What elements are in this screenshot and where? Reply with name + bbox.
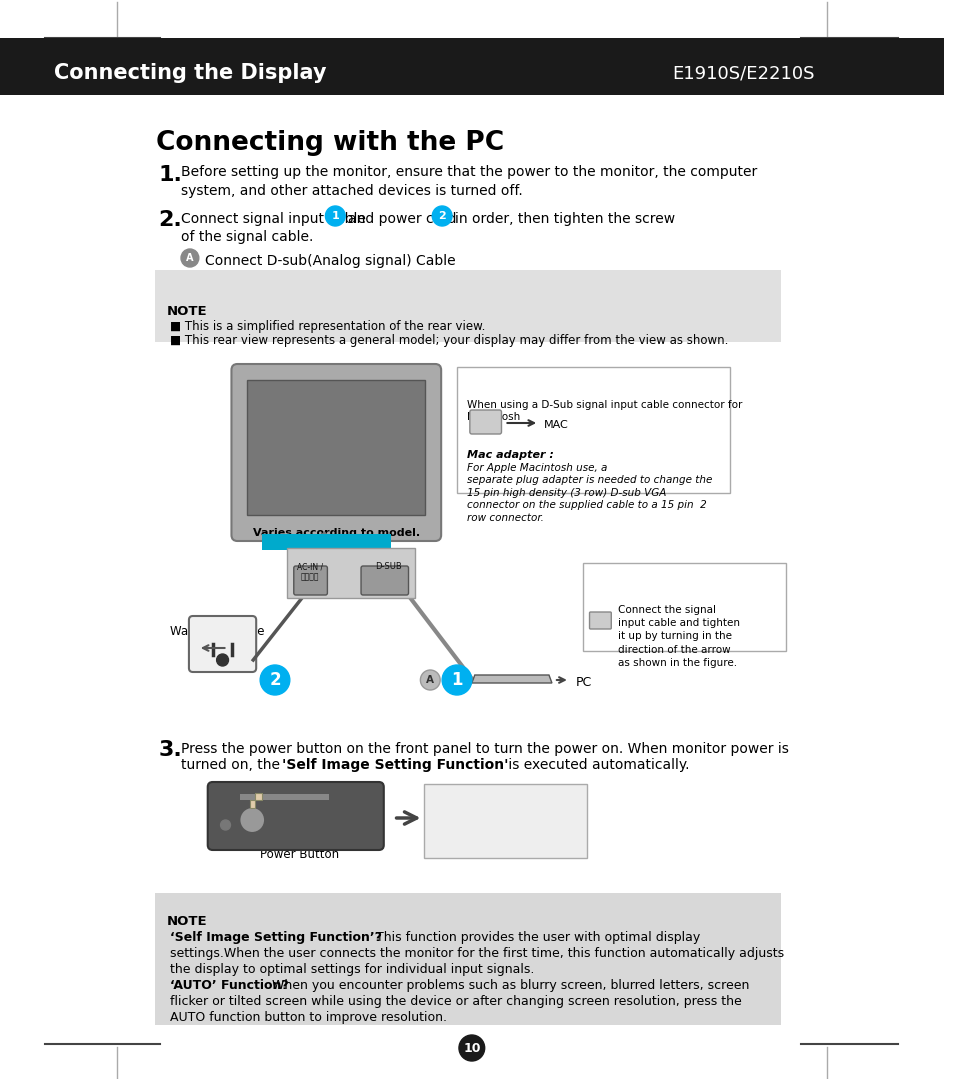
Text: ‘AUTO’ Function?: ‘AUTO’ Function? (170, 979, 289, 992)
Circle shape (220, 820, 231, 830)
Text: ‘Self Image Setting Function’?: ‘Self Image Setting Function’? (170, 931, 382, 944)
Text: This function provides the user with optimal display: This function provides the user with opt… (372, 931, 700, 944)
Text: 1.: 1. (158, 165, 182, 185)
Polygon shape (472, 675, 552, 683)
Circle shape (239, 807, 265, 833)
Text: Wall-outlet type: Wall-outlet type (170, 625, 264, 638)
Text: in order, then tighten the screw: in order, then tighten the screw (455, 211, 675, 226)
Text: settings.When the user connects the monitor for the first time, this function au: settings.When the user connects the moni… (170, 947, 783, 960)
Text: Before setting up the monitor, ensure that the power to the monitor, the compute: Before setting up the monitor, ensure th… (181, 165, 757, 199)
FancyBboxPatch shape (424, 784, 586, 858)
Text: AC-IN /
电源输入: AC-IN / 电源输入 (296, 562, 322, 582)
FancyBboxPatch shape (456, 367, 729, 493)
Text: PROCESSING SELF
IMAGE SETTING: PROCESSING SELF IMAGE SETTING (454, 811, 557, 839)
FancyBboxPatch shape (0, 38, 943, 95)
Text: and power cord: and power cord (348, 211, 456, 226)
FancyBboxPatch shape (589, 612, 611, 629)
Text: E1910S/E2210S: E1910S/E2210S (672, 64, 814, 82)
Circle shape (432, 206, 452, 226)
FancyBboxPatch shape (470, 410, 501, 434)
Text: is executed automatically.: is executed automatically. (504, 759, 689, 771)
Text: PC: PC (575, 677, 591, 689)
FancyBboxPatch shape (582, 563, 785, 651)
Text: 1: 1 (331, 211, 339, 221)
FancyBboxPatch shape (247, 380, 425, 515)
Text: 'Self Image Setting Function': 'Self Image Setting Function' (282, 759, 508, 771)
Text: Varies according to model.: Varies according to model. (253, 528, 419, 538)
Text: A: A (186, 252, 193, 263)
Circle shape (458, 1035, 484, 1061)
Text: ■ This rear view represents a general model; your display may differ from the vi: ■ This rear view represents a general mo… (170, 334, 728, 347)
FancyBboxPatch shape (189, 616, 256, 672)
FancyBboxPatch shape (208, 782, 383, 850)
FancyBboxPatch shape (240, 794, 329, 800)
Text: AUTO function button to improve resolution.: AUTO function button to improve resoluti… (170, 1011, 447, 1024)
Text: When using a D-Sub signal input cable connector for
Macintosh: When using a D-Sub signal input cable co… (466, 400, 741, 422)
Text: 2: 2 (437, 211, 446, 221)
Text: ■ This is a simplified representation of the rear view.: ■ This is a simplified representation of… (170, 320, 485, 333)
Text: flicker or tilted screen while using the device or after changing screen resolut: flicker or tilted screen while using the… (170, 995, 741, 1008)
FancyBboxPatch shape (287, 548, 415, 598)
Text: Connect signal input cable: Connect signal input cable (181, 211, 366, 226)
FancyBboxPatch shape (360, 566, 408, 595)
FancyBboxPatch shape (294, 566, 327, 595)
Text: MAC: MAC (543, 420, 568, 431)
Circle shape (216, 654, 229, 666)
Polygon shape (250, 793, 262, 808)
Text: NOTE: NOTE (167, 305, 208, 318)
FancyBboxPatch shape (232, 364, 440, 541)
FancyBboxPatch shape (155, 270, 781, 342)
Text: When you encounter problems such as blurry screen, blurred letters, screen: When you encounter problems such as blur… (268, 979, 749, 992)
Text: 2: 2 (269, 671, 280, 689)
FancyBboxPatch shape (155, 893, 781, 1025)
Text: 3.: 3. (158, 740, 182, 760)
Circle shape (441, 665, 472, 695)
Text: Connect D-sub(Analog signal) Cable: Connect D-sub(Analog signal) Cable (205, 254, 455, 268)
Circle shape (181, 249, 198, 267)
Circle shape (325, 206, 345, 226)
Text: Press the power button on the front panel to turn the power on. When monitor pow: Press the power button on the front pane… (181, 742, 788, 756)
Text: Connecting the Display: Connecting the Display (54, 63, 327, 83)
Text: the display to optimal settings for individual input signals.: the display to optimal settings for indi… (170, 962, 534, 976)
Circle shape (260, 665, 290, 695)
Text: D-SUB: D-SUB (375, 562, 402, 571)
Text: of the signal cable.: of the signal cable. (181, 230, 314, 244)
Text: Power Button: Power Button (260, 848, 339, 861)
Text: NOTE: NOTE (167, 915, 208, 928)
Text: 1: 1 (451, 671, 462, 689)
Text: turned on, the: turned on, the (181, 759, 284, 771)
Text: 2.: 2. (158, 210, 182, 230)
Text: For Apple Macintosh use, a
separate plug adapter is needed to change the
15 pin : For Apple Macintosh use, a separate plug… (466, 463, 712, 522)
Text: 10: 10 (462, 1041, 480, 1054)
FancyBboxPatch shape (262, 534, 391, 550)
Text: Connect the signal
input cable and tighten
it up by turning in the
direction of : Connect the signal input cable and tight… (618, 605, 740, 668)
Text: A: A (426, 675, 434, 685)
Circle shape (420, 670, 439, 689)
Text: Mac adapter :: Mac adapter : (466, 450, 558, 460)
Text: Connecting with the PC: Connecting with the PC (156, 129, 504, 156)
